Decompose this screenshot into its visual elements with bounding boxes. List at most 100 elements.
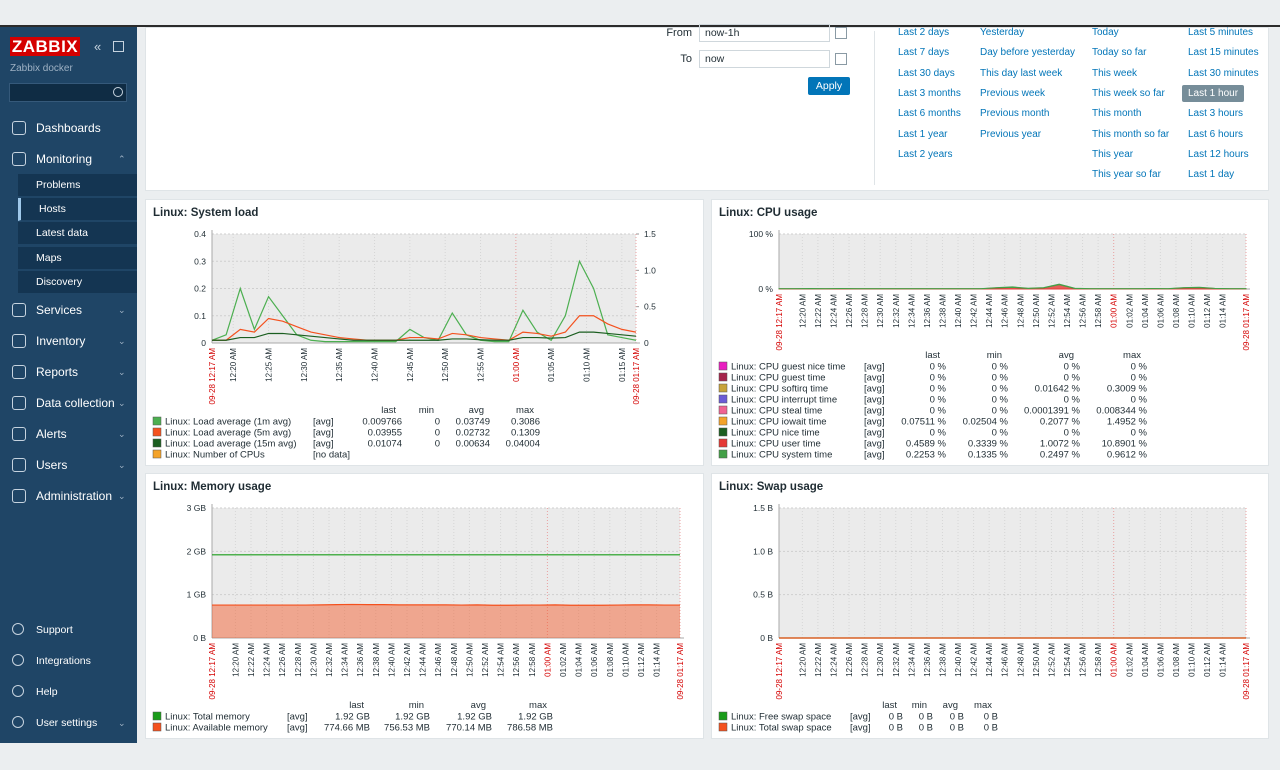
- to-input[interactable]: now: [699, 50, 830, 68]
- legend-header: avg: [469, 405, 484, 416]
- submenu-label: Discovery: [36, 275, 83, 288]
- legend-name: Linux: Available memory: [165, 723, 268, 734]
- sidebar: ZABBIX « Zabbix docker Dashboards Monitor…: [0, 27, 137, 743]
- quick-range-link[interactable]: Last 1 day: [1188, 169, 1235, 181]
- menu-label: Inventory: [36, 334, 86, 348]
- menu-item[interactable]: Reports ⌄: [0, 358, 137, 386]
- legend-stat: 0.9612 %: [1107, 450, 1148, 461]
- apply-button[interactable]: Apply: [808, 77, 850, 95]
- logo[interactable]: ZABBIX: [10, 37, 80, 56]
- submenu-item[interactable]: Problems: [18, 174, 137, 197]
- legend-func: [avg]: [864, 428, 885, 439]
- search-box[interactable]: [9, 83, 127, 102]
- quick-range-link[interactable]: Today: [1092, 27, 1119, 38]
- quick-range-link[interactable]: Last 6 hours: [1188, 128, 1244, 140]
- quick-range-link[interactable]: Last 6 months: [898, 108, 961, 120]
- x-tick-label: 12:50 AM: [465, 643, 474, 677]
- x-tick-label: 12:34 AM: [907, 294, 916, 328]
- quick-range-link[interactable]: Day before yesterday: [980, 47, 1076, 59]
- legend-name: Linux: CPU guest nice time: [731, 362, 846, 373]
- quick-range-link[interactable]: Last 2 days: [898, 27, 950, 38]
- legend-swatch: [152, 427, 162, 437]
- quick-range-link[interactable]: Last 1 year: [898, 128, 948, 140]
- menu-label: Dashboards: [36, 121, 101, 135]
- collapse-icon[interactable]: «: [94, 39, 102, 54]
- x-tick-label: 12:36 AM: [923, 643, 932, 677]
- legend-func: [avg]: [313, 417, 334, 428]
- quick-range-link[interactable]: This month: [1092, 108, 1142, 120]
- quick-range-link[interactable]: Last 12 hours: [1188, 148, 1249, 160]
- quick-range-link[interactable]: Last 3 months: [898, 87, 961, 99]
- chevron: ⌄: [118, 718, 126, 728]
- legend-stat: 0.01642 %: [1035, 384, 1081, 395]
- menu-item[interactable]: Dashboards: [0, 114, 137, 142]
- legend-stat: 0.3086: [511, 417, 540, 428]
- legend-swatch: [152, 416, 162, 426]
- quick-range-link[interactable]: Previous month: [980, 108, 1050, 120]
- submenu-item[interactable]: Discovery: [18, 270, 137, 294]
- menu-item[interactable]: Integrations: [0, 647, 137, 675]
- menu-item[interactable]: Inventory ⌄: [0, 327, 137, 355]
- quick-range-link[interactable]: Previous year: [980, 128, 1042, 140]
- quick-range-link[interactable]: This day last week: [980, 67, 1063, 79]
- submenu-item[interactable]: Maps: [18, 246, 137, 270]
- legend-name: Linux: CPU system time: [731, 450, 832, 461]
- menu-item[interactable]: Data collection ⌄: [0, 389, 137, 417]
- calendar-icon[interactable]: [835, 27, 847, 39]
- legend-name: Linux: CPU softirq time: [731, 384, 828, 395]
- quick-range-link[interactable]: Yesterday: [980, 27, 1025, 38]
- quick-range-link[interactable]: Today so far: [1092, 47, 1147, 59]
- legend-header: min: [419, 405, 434, 416]
- x-tick-label: 12:26 AM: [845, 294, 854, 328]
- quick-range-link[interactable]: This week so far: [1092, 87, 1165, 99]
- legend-swatch: [718, 438, 728, 448]
- submenu-item[interactable]: Latest data: [18, 222, 137, 246]
- menu-item[interactable]: Administration ⌄: [0, 482, 137, 510]
- quick-range-link[interactable]: Last 5 minutes: [1188, 27, 1254, 38]
- legend-stat: 1.0072 %: [1040, 439, 1081, 450]
- calendar-icon[interactable]: [835, 53, 847, 65]
- y2-tick-label: 0.5: [644, 302, 656, 312]
- x-tick-label: 12:30 AM: [876, 643, 885, 677]
- x-tick-label: 01:04 AM: [1141, 294, 1150, 328]
- quick-range-link[interactable]: Last 3 hours: [1188, 108, 1244, 120]
- menu-icon: [12, 303, 26, 317]
- quick-range-link[interactable]: Last 30 days: [898, 67, 955, 79]
- legend-stat: 0 %: [1064, 428, 1081, 439]
- quick-range-link[interactable]: Last 30 minutes: [1188, 67, 1259, 79]
- kiosk-icon[interactable]: [113, 41, 124, 52]
- legend-swatch: [152, 438, 162, 448]
- quick-range-link[interactable]: This year so far: [1092, 169, 1161, 181]
- y2-tick-label: 1.5: [644, 229, 656, 239]
- submenu-item[interactable]: Hosts: [18, 198, 137, 222]
- legend-stat: 1.4952 %: [1107, 417, 1148, 428]
- menu-label: Help: [36, 686, 58, 698]
- from-label: From: [666, 27, 692, 39]
- menu-item[interactable]: Monitoring ⌃: [0, 145, 137, 173]
- menu-item[interactable]: Support: [0, 616, 137, 644]
- quick-range-link[interactable]: Last 7 days: [898, 47, 950, 59]
- quick-range-link[interactable]: Last 1 hour: [1182, 84, 1245, 102]
- quick-range-link[interactable]: Last 2 years: [898, 148, 953, 160]
- menu-item[interactable]: User settings ⌄: [0, 709, 137, 737]
- menu-item[interactable]: Help: [0, 678, 137, 706]
- menu-item[interactable]: Users ⌄: [0, 451, 137, 479]
- menu-icon: [12, 654, 24, 666]
- quick-range-link[interactable]: Last 15 minutes: [1188, 47, 1259, 59]
- y-tick-label: 0: [201, 338, 206, 348]
- menu-icon: [12, 685, 24, 697]
- menu-item[interactable]: Alerts ⌄: [0, 420, 137, 448]
- legend-stat: 0 %: [1131, 428, 1148, 439]
- quick-range-link[interactable]: This month so far: [1092, 128, 1170, 140]
- legend-stat: 0 B: [889, 723, 903, 734]
- legend-stat: 0.2077 %: [1040, 417, 1081, 428]
- y-tick-label: 0 B: [193, 633, 206, 643]
- legend-header: max: [1123, 350, 1141, 361]
- quick-range-link[interactable]: This week: [1092, 67, 1138, 79]
- quick-range-link[interactable]: This year: [1092, 148, 1134, 160]
- legend-swatch: [718, 394, 728, 404]
- quick-range-link[interactable]: Previous week: [980, 87, 1046, 99]
- legend-stat: 0 %: [992, 406, 1009, 417]
- menu-item[interactable]: Services ⌄: [0, 296, 137, 324]
- from-input[interactable]: now-1h: [699, 24, 830, 42]
